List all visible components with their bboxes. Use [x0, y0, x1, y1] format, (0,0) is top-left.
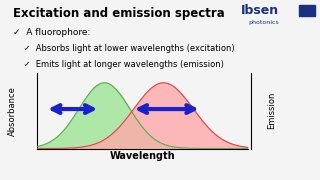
X-axis label: Wavelength: Wavelength — [109, 151, 175, 161]
Text: ✓  Absorbs light at lower wavelengths (excitation): ✓ Absorbs light at lower wavelengths (ex… — [13, 44, 235, 53]
Text: Excitation and emission spectra: Excitation and emission spectra — [13, 7, 225, 20]
Text: ✓  A fluorophore:: ✓ A fluorophore: — [13, 28, 90, 37]
Text: Emission: Emission — [268, 92, 276, 129]
Text: Ibsen: Ibsen — [241, 4, 279, 17]
Bar — [299, 5, 315, 16]
Text: Absorbance: Absorbance — [8, 86, 17, 136]
Text: ✓  Emits light at longer wavelengths (emission): ✓ Emits light at longer wavelengths (emi… — [13, 60, 224, 69]
Text: photonics: photonics — [249, 20, 280, 25]
